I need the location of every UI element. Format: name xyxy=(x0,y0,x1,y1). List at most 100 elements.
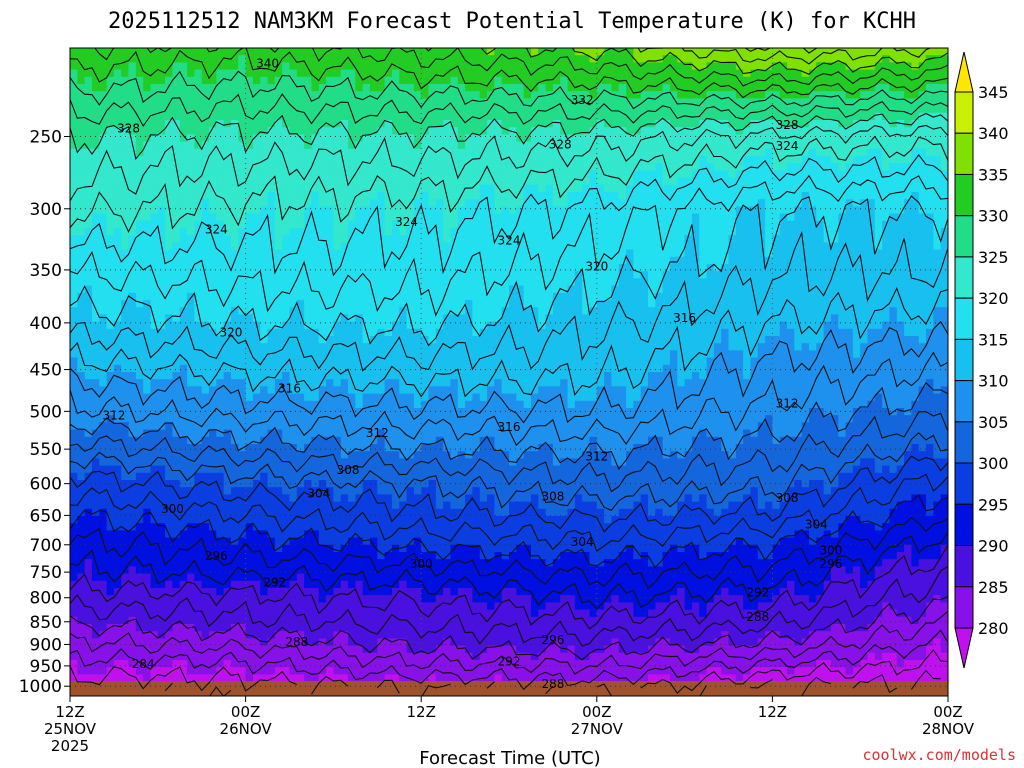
field-cell xyxy=(501,249,510,258)
field-cell xyxy=(677,206,686,215)
field-cell xyxy=(530,148,539,157)
field-cell xyxy=(384,184,393,193)
field-cell xyxy=(574,249,583,258)
field-cell xyxy=(91,105,100,114)
field-cell xyxy=(84,256,93,265)
field-cell xyxy=(340,285,349,294)
field-cell xyxy=(574,76,583,85)
field-cell xyxy=(443,91,452,99)
field-cell xyxy=(816,184,825,193)
field-cell xyxy=(552,163,561,171)
field-cell xyxy=(611,206,620,215)
field-cell xyxy=(530,98,539,107)
field-cell xyxy=(713,192,722,200)
field-cell xyxy=(304,307,313,315)
field-cell xyxy=(574,278,583,287)
field-cell xyxy=(143,314,152,323)
field-cell xyxy=(428,249,437,258)
field-cell xyxy=(523,184,532,193)
field-cell xyxy=(640,228,649,236)
field-cell xyxy=(384,156,393,164)
field-cell xyxy=(516,213,525,222)
field-cell xyxy=(896,69,905,78)
field-cell xyxy=(713,184,722,193)
field-cell xyxy=(121,192,130,200)
field-cell xyxy=(223,235,232,243)
field-cell xyxy=(282,148,291,157)
field-cell xyxy=(626,271,634,279)
field-cell xyxy=(852,141,861,150)
field-cell xyxy=(787,98,795,107)
field-cell xyxy=(926,62,934,71)
field-cell xyxy=(523,321,532,330)
field-cell xyxy=(413,170,422,179)
field-cell xyxy=(223,127,232,135)
field-cell xyxy=(933,307,942,315)
field-cell xyxy=(772,170,781,179)
field-cell xyxy=(369,220,378,229)
field-cell xyxy=(421,177,430,186)
field-cell xyxy=(765,321,773,330)
field-cell xyxy=(318,199,327,207)
field-cell xyxy=(618,285,627,294)
field-cell xyxy=(889,62,898,71)
field-cell xyxy=(918,163,927,171)
field-cell xyxy=(830,177,839,186)
field-cell xyxy=(91,228,100,236)
field-cell xyxy=(787,321,795,330)
field-cell xyxy=(808,84,817,92)
field-cell xyxy=(801,300,810,308)
field-cell xyxy=(406,98,415,107)
field-cell xyxy=(91,156,100,164)
field-cell xyxy=(391,192,400,200)
field-cell xyxy=(889,213,898,222)
field-cell xyxy=(918,235,927,243)
field-cell xyxy=(289,134,298,143)
field-cell xyxy=(684,156,693,164)
field-cell xyxy=(596,91,605,99)
field-cell xyxy=(179,300,188,308)
field-cell xyxy=(230,343,239,351)
field-cell xyxy=(509,264,517,272)
field-cell xyxy=(823,220,832,229)
field-cell xyxy=(662,278,671,287)
field-cell xyxy=(245,134,254,143)
field-cell xyxy=(889,84,898,92)
field-cell xyxy=(743,120,752,128)
field-cell xyxy=(589,148,598,157)
field-cell xyxy=(889,184,898,193)
field-cell xyxy=(560,199,569,207)
field-cell xyxy=(143,300,152,308)
field-cell xyxy=(296,264,305,272)
field-cell xyxy=(933,199,942,207)
field-cell xyxy=(640,249,649,258)
field-cell xyxy=(399,271,408,279)
field-cell xyxy=(260,199,269,207)
field-cell xyxy=(377,48,386,56)
field-cell xyxy=(172,343,181,351)
field-cell xyxy=(940,242,948,251)
field-cell xyxy=(333,76,342,85)
field-cell xyxy=(465,220,474,229)
field-cell xyxy=(779,127,788,135)
field-cell xyxy=(779,112,788,121)
field-cell xyxy=(435,170,444,179)
field-cell xyxy=(70,76,78,85)
field-cell xyxy=(918,148,927,157)
field-cell xyxy=(611,48,620,56)
field-cell xyxy=(662,256,671,265)
field-cell xyxy=(406,127,415,135)
field-cell xyxy=(238,192,247,200)
field-cell xyxy=(267,69,276,78)
field-cell xyxy=(172,84,181,92)
field-cell xyxy=(560,271,569,279)
field-cell xyxy=(413,199,422,207)
field-cell xyxy=(560,163,569,171)
field-cell xyxy=(523,328,532,337)
field-cell xyxy=(274,48,283,56)
field-cell xyxy=(582,228,591,236)
field-cell xyxy=(669,134,678,143)
field-cell xyxy=(333,69,342,78)
field-cell xyxy=(604,127,613,135)
field-cell xyxy=(91,84,100,92)
